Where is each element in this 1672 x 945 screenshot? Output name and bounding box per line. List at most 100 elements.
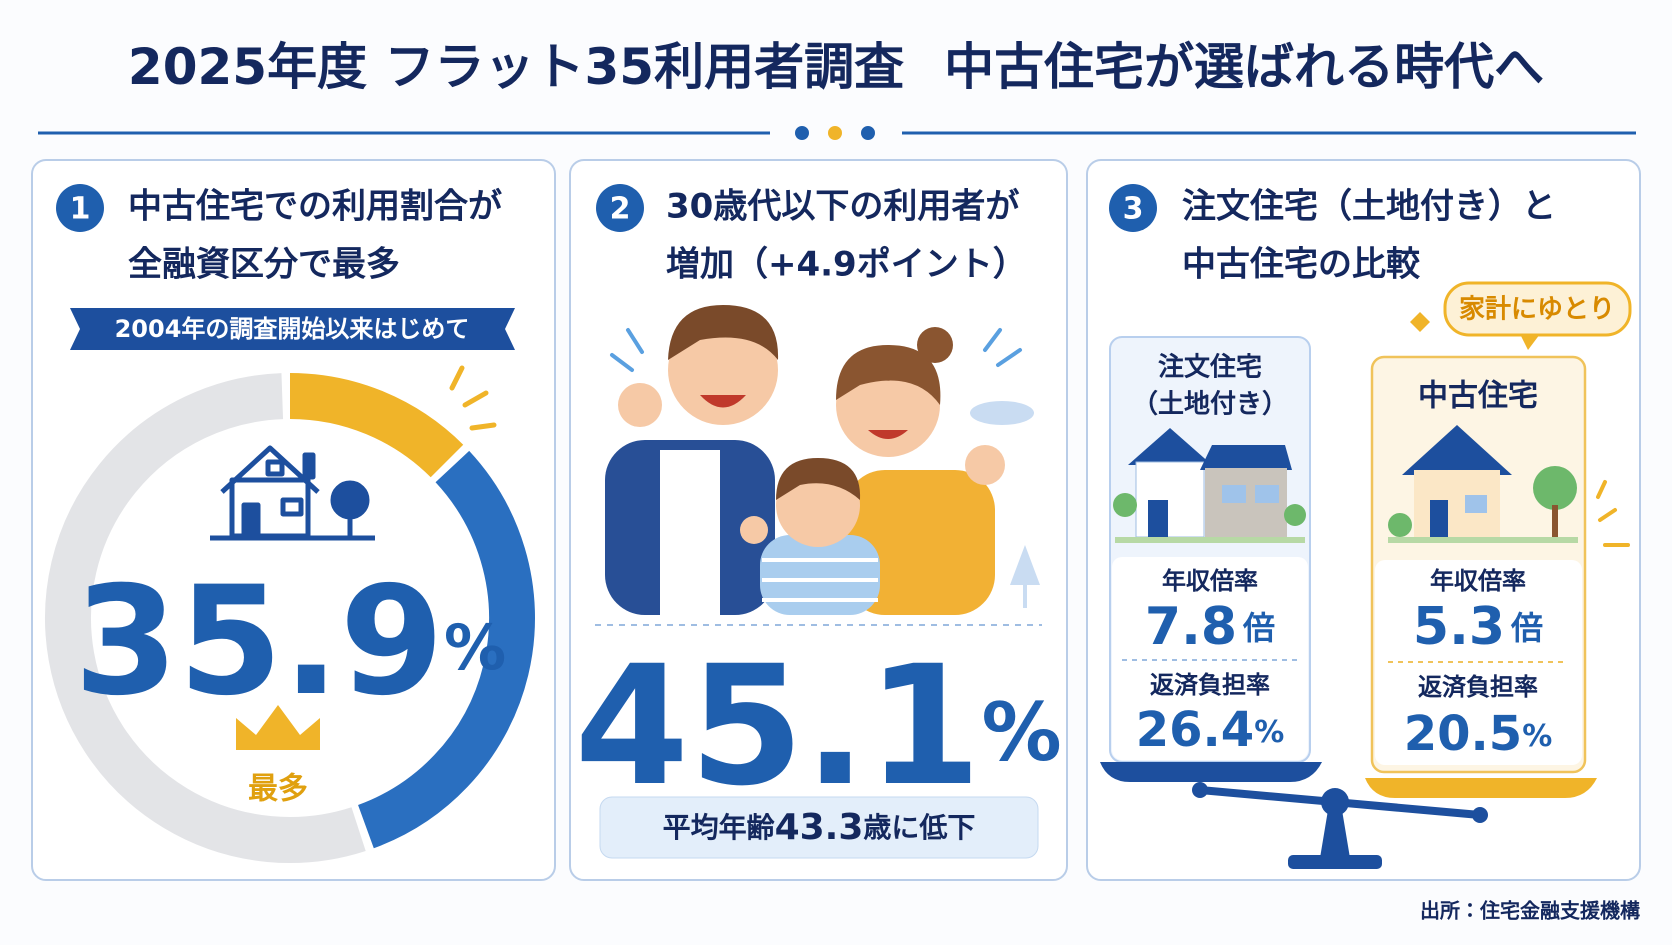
- unit: %: [1254, 715, 1284, 750]
- balance-scale-part: [1472, 807, 1488, 823]
- house-illustration-part: [1388, 513, 1412, 537]
- metric-value: 7.8 倍: [1145, 597, 1275, 657]
- house-illustration-part: [1533, 466, 1577, 510]
- metric-label: 返済負担率: [1150, 671, 1270, 699]
- family-illustration-part: [610, 328, 1022, 372]
- family-illustration-part: [845, 470, 995, 615]
- family-illustration-part: [760, 535, 880, 615]
- unit: %: [1522, 719, 1552, 754]
- metric-value: 26.4%: [1136, 702, 1285, 758]
- family-illustration-part: [917, 327, 953, 363]
- card-body: [1112, 557, 1308, 760]
- metric-value: 5.3 倍: [1413, 597, 1543, 657]
- house-illustration-part: [1388, 537, 1578, 543]
- house-icon-part: [330, 480, 370, 520]
- house-illustration-part: [1128, 428, 1212, 465]
- sparkle-part: [469, 422, 497, 431]
- family-illustration-part: [668, 305, 779, 360]
- house-icon-part: [302, 452, 316, 480]
- balance-scale-part: [1365, 778, 1597, 798]
- metric-value: 20.5%: [1404, 706, 1553, 762]
- house-icon-part: [280, 497, 304, 517]
- ribbon-text: 2004年の調査開始以来はじめて: [115, 315, 470, 343]
- value: 7.8: [1145, 597, 1237, 657]
- house-illustration-part: [1414, 470, 1500, 538]
- divider: [38, 126, 1636, 140]
- speech-bubble: [1443, 281, 1632, 350]
- card-title: 中古住宅: [1418, 379, 1538, 414]
- value: 20.5: [1404, 706, 1522, 762]
- unit: %: [444, 611, 506, 684]
- number-badge: [596, 184, 644, 232]
- family-illustration-part: [762, 558, 878, 602]
- family-illustration-part: [868, 430, 908, 439]
- house-icon-part: [220, 445, 320, 494]
- sparkle: [1596, 480, 1630, 547]
- panel-heading: 注文住宅（土地付き）と: [1182, 187, 1556, 227]
- family-illustration-part: [660, 450, 720, 615]
- badge: 最多: [248, 772, 308, 807]
- house-illustration: [1113, 428, 1306, 543]
- sparkle-part: [462, 390, 489, 408]
- note: 平均年齢43.3歳に低下: [663, 807, 976, 848]
- crown: [236, 705, 320, 750]
- sparkle: [449, 365, 497, 431]
- house-illustration-part: [1284, 504, 1306, 526]
- balance-scale-part: [1192, 782, 1208, 798]
- source: 出所：住宅金融支援機構: [1420, 899, 1640, 923]
- house-illustration-part: [1135, 461, 1205, 538]
- unit: 倍: [1510, 609, 1543, 647]
- house-icon-part: [241, 502, 261, 539]
- house-icon: [210, 445, 375, 541]
- card-title: （土地付き）: [1132, 390, 1288, 420]
- note-part: 平均年齢: [663, 811, 775, 844]
- panel-number: 1: [70, 192, 91, 227]
- balance-scale-part: [1100, 762, 1322, 782]
- card-title: 注文住宅: [1158, 352, 1262, 383]
- family-illustration-part: [836, 345, 941, 405]
- sparkle-part: [1596, 480, 1607, 499]
- house-illustration-part: [1115, 537, 1305, 543]
- family-illustration-part: [1023, 580, 1027, 608]
- family-illustration: [605, 305, 1040, 615]
- house-icon-part: [265, 459, 285, 477]
- panel-heading: 中古住宅の比較: [1182, 245, 1421, 285]
- speech-bubble-part: [1520, 334, 1540, 350]
- house-illustration-part: [1402, 425, 1512, 475]
- ring-segment: [45, 373, 366, 863]
- value: 45.1: [574, 630, 981, 822]
- title: 2025年度 フラット35利用者調査 中古住宅が選ばれる時代へ: [128, 38, 1544, 96]
- big-value: 35.9%: [74, 555, 506, 729]
- sparkle: [1410, 312, 1430, 332]
- note-box: [599, 796, 1039, 859]
- sparkle-part: [449, 365, 465, 391]
- metric-label: 年収倍率: [1162, 567, 1258, 595]
- balance-scale-part: [1288, 855, 1382, 869]
- balance-scale-part: [1320, 810, 1350, 858]
- family-illustration-part: [618, 383, 662, 427]
- panel-number: 3: [1123, 192, 1144, 227]
- panel-number: 2: [610, 192, 631, 227]
- balance-scale: [1100, 762, 1597, 869]
- family-illustration-part-part: [996, 348, 1022, 367]
- house-illustration-part: [1255, 485, 1279, 503]
- sparkle-part: [1598, 508, 1617, 522]
- family-illustration-part: [1010, 545, 1040, 585]
- house-illustration-part: [1465, 495, 1487, 513]
- unit: 倍: [1242, 609, 1275, 647]
- big-value: 45.1%: [574, 630, 1061, 822]
- panel-heading: 30歳代以下の利用者が: [666, 187, 1019, 227]
- note-part: 歳に低下: [863, 811, 975, 844]
- metric-label: 年収倍率: [1430, 567, 1526, 595]
- family-illustration-part-part: [626, 328, 644, 354]
- family-illustration-part: [970, 401, 1034, 425]
- ring-segment: [289, 373, 464, 478]
- bubble-text: 家計にゆとり: [1459, 295, 1615, 325]
- metric-label: 返済負担率: [1418, 673, 1538, 701]
- value: 35.9: [74, 555, 444, 729]
- value: 26.4: [1136, 702, 1254, 758]
- house-illustration-part: [1200, 445, 1292, 470]
- house-illustration-part: [1430, 500, 1448, 538]
- donut-ring: [45, 373, 535, 863]
